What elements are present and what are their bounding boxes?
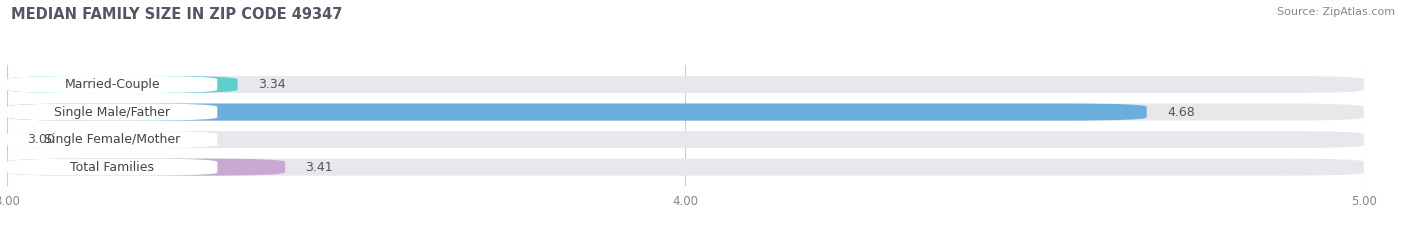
Text: Single Male/Father: Single Male/Father: [55, 106, 170, 119]
FancyBboxPatch shape: [7, 131, 1364, 148]
FancyBboxPatch shape: [7, 131, 218, 148]
FancyBboxPatch shape: [7, 159, 285, 176]
Text: 3.34: 3.34: [259, 78, 285, 91]
FancyBboxPatch shape: [7, 103, 1364, 121]
Text: MEDIAN FAMILY SIZE IN ZIP CODE 49347: MEDIAN FAMILY SIZE IN ZIP CODE 49347: [11, 7, 343, 22]
FancyBboxPatch shape: [7, 76, 1364, 93]
Text: Single Female/Mother: Single Female/Mother: [44, 133, 180, 146]
Text: Married-Couple: Married-Couple: [65, 78, 160, 91]
Text: Source: ZipAtlas.com: Source: ZipAtlas.com: [1277, 7, 1395, 17]
Text: 4.68: 4.68: [1167, 106, 1195, 119]
Text: Total Families: Total Families: [70, 161, 155, 174]
FancyBboxPatch shape: [7, 159, 218, 176]
FancyBboxPatch shape: [7, 76, 218, 93]
FancyBboxPatch shape: [7, 103, 1147, 121]
FancyBboxPatch shape: [7, 103, 218, 121]
Text: 3.00: 3.00: [27, 133, 55, 146]
FancyBboxPatch shape: [7, 159, 1364, 176]
Text: 3.41: 3.41: [305, 161, 333, 174]
FancyBboxPatch shape: [7, 76, 238, 93]
